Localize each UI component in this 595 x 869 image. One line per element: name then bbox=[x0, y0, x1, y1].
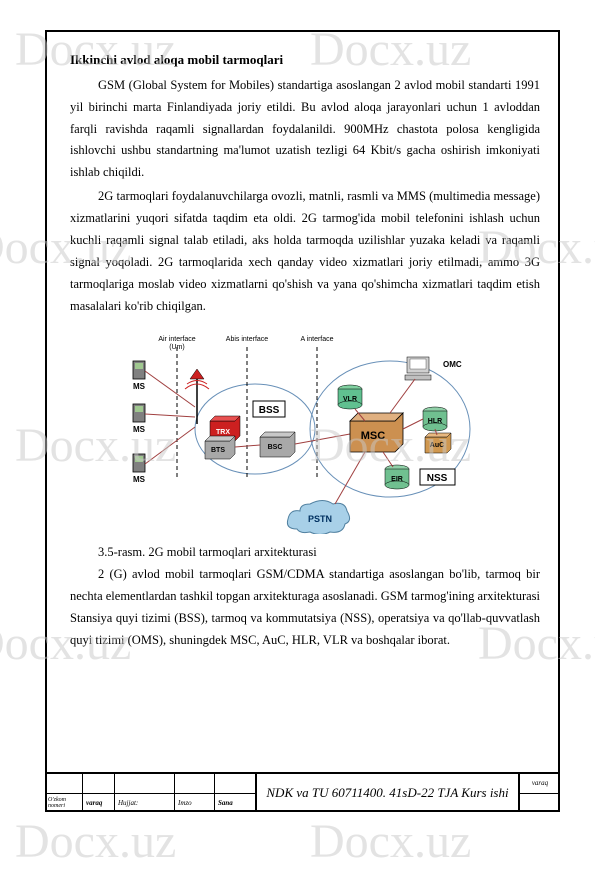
title-block-center: NDK va TU 60711400. 41sD-22 TJA Kurs ish… bbox=[255, 774, 520, 812]
ms-phone-3: MS bbox=[133, 454, 146, 484]
ms-phone-2: MS bbox=[133, 404, 146, 434]
footer-col4: Imzo bbox=[175, 794, 215, 813]
conn-ms1 bbox=[145, 371, 195, 407]
conn-msc-omc bbox=[390, 379, 415, 413]
footer-col5: Sana bbox=[215, 794, 255, 813]
svg-text:MS: MS bbox=[133, 475, 146, 484]
footer-cell bbox=[215, 774, 255, 793]
svg-text:MS: MS bbox=[133, 382, 146, 391]
bsc-node: BSC bbox=[260, 432, 295, 457]
conn-ms2 bbox=[145, 414, 195, 417]
conn-msc-pstn bbox=[335, 452, 365, 504]
footer-col2: varaq bbox=[83, 794, 115, 813]
svg-text:MSC: MSC bbox=[361, 430, 386, 442]
footer-cell bbox=[115, 774, 175, 793]
bss-label: BSS bbox=[259, 405, 280, 416]
conn-bsc-msc bbox=[295, 434, 350, 444]
hlr-node: HLR bbox=[423, 407, 447, 431]
svg-text:PSTN: PSTN bbox=[308, 514, 332, 524]
paragraph-3: 2 (G) avlod mobil tarmoqlari GSM/CDMA st… bbox=[70, 564, 540, 652]
bts-node: BTS bbox=[205, 436, 235, 459]
svg-text:VLR: VLR bbox=[343, 396, 357, 403]
gsm-architecture-diagram: Air interface (Um) Abis interface A inte… bbox=[125, 329, 485, 534]
footer-cell bbox=[83, 774, 115, 793]
svg-text:HLR: HLR bbox=[428, 418, 442, 425]
svg-text:OMC: OMC bbox=[443, 360, 462, 369]
paragraph-1: GSM (Global System for Mobiles) standart… bbox=[70, 75, 540, 184]
footer-cell bbox=[45, 774, 83, 793]
air-interface-label2: (Um) bbox=[169, 344, 185, 351]
pstn-cloud: PSTN bbox=[287, 501, 349, 535]
eir-node: EIR bbox=[385, 465, 409, 489]
vlr-node: VLR bbox=[338, 385, 362, 409]
auc-node: AuC bbox=[425, 433, 451, 453]
msc-node: MSC bbox=[350, 413, 403, 452]
omc-node: OMC bbox=[405, 357, 462, 380]
title-block-right: varaq bbox=[520, 774, 560, 812]
title-block: O'zkom nomeri varaq Hujjat: Imzo Sana ND… bbox=[45, 772, 560, 812]
paragraph-2: 2G tarmoqlari foydalanuvchilarga ovozli,… bbox=[70, 186, 540, 317]
svg-text:AuC: AuC bbox=[430, 442, 444, 449]
svg-text:BTS: BTS bbox=[211, 447, 225, 454]
svg-text:TRX: TRX bbox=[216, 429, 230, 436]
ms-phone-1: MS bbox=[133, 361, 146, 391]
footer-page-number bbox=[520, 794, 560, 813]
footer-varaq-label: varaq bbox=[520, 774, 560, 794]
svg-text:MS: MS bbox=[133, 425, 146, 434]
a-interface-label: A interface bbox=[300, 336, 333, 343]
section-title: Ikkinchi avlod aloqa mobil tarmoqlari bbox=[70, 50, 540, 71]
title-block-left: O'zkom nomeri varaq Hujjat: Imzo Sana bbox=[45, 774, 255, 812]
conn-msc-hlr bbox=[403, 419, 423, 429]
figure-caption: 3.5-rasm. 2G mobil tarmoqlari arxitektur… bbox=[70, 542, 540, 564]
svg-text:BSC: BSC bbox=[268, 444, 283, 451]
conn-ms3 bbox=[145, 427, 195, 464]
conn-msc-eir bbox=[383, 452, 393, 467]
abis-interface-label: Abis interface bbox=[226, 336, 269, 343]
footer-col3: Hujjat: bbox=[115, 794, 175, 813]
svg-text:EIR: EIR bbox=[391, 476, 403, 483]
nss-label: NSS bbox=[427, 473, 448, 484]
antenna-icon bbox=[185, 369, 209, 424]
footer-col1: O'zkom nomeri bbox=[45, 794, 83, 813]
content-area: Ikkinchi avlod aloqa mobil tarmoqlari GS… bbox=[70, 50, 540, 762]
footer-cell bbox=[175, 774, 215, 793]
air-interface-label: Air interface bbox=[158, 336, 195, 343]
